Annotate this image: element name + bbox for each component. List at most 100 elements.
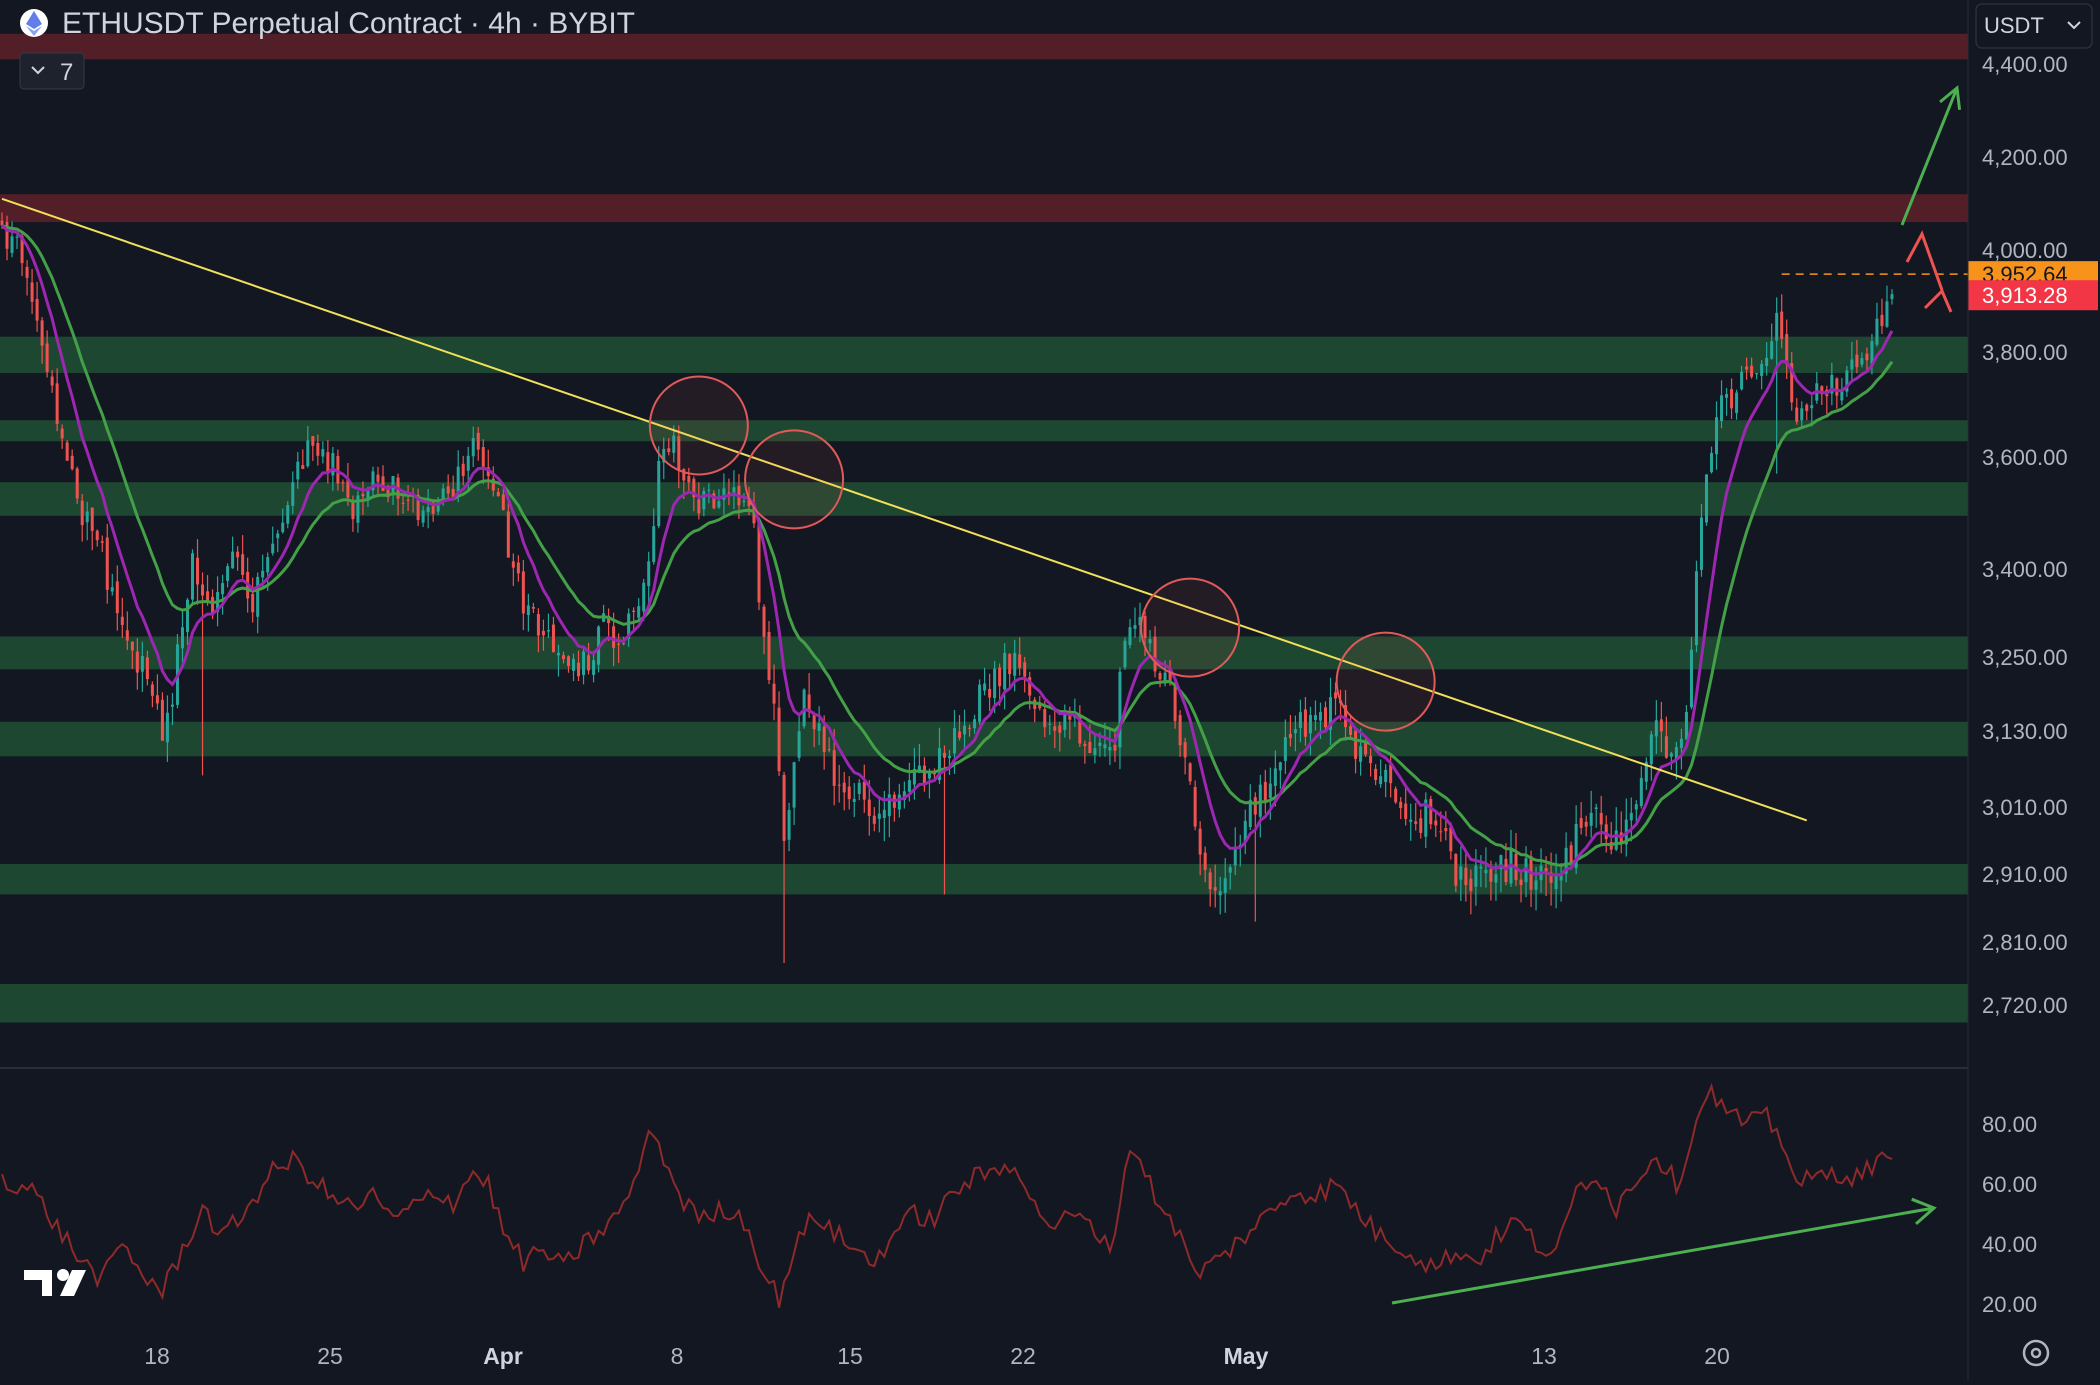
- candle-body: [491, 478, 495, 491]
- candle-body: [386, 486, 390, 498]
- candle-body: [506, 511, 510, 558]
- candle-body: [416, 494, 420, 520]
- candle-body: [1148, 639, 1152, 644]
- candle-body: [231, 551, 235, 569]
- candle-body: [1078, 714, 1082, 744]
- candle-body: [1499, 855, 1503, 870]
- candle-body: [1760, 363, 1764, 376]
- rejection-circle[interactable]: [744, 429, 845, 530]
- candle-body: [617, 643, 621, 645]
- candle-body: [1193, 786, 1197, 827]
- indicator-toggle-button[interactable]: [19, 52, 85, 90]
- price-axis[interactable]: 4,400.00 4,200.00 4,000.00 3,800.00 3,600.00…: [1968, 52, 2098, 1018]
- candle-body: [627, 613, 631, 639]
- rejection-circle[interactable]: [1140, 577, 1241, 678]
- candle-body: [1213, 887, 1217, 891]
- candle-body: [1374, 768, 1378, 780]
- candle-body: [125, 630, 129, 641]
- price-tick-label: 2,720.00: [1982, 993, 2068, 1018]
- candle-body: [1634, 804, 1638, 810]
- rejection-circle[interactable]: [1335, 631, 1436, 732]
- candle-body: [1704, 474, 1709, 523]
- candle-body: [963, 725, 967, 735]
- candle-body: [10, 236, 14, 253]
- candle-body: [1113, 744, 1117, 751]
- candle-body: [271, 543, 275, 554]
- candle-body: [572, 658, 576, 671]
- indicator-toggle[interactable]: 7: [19, 52, 85, 90]
- candle-body: [556, 652, 560, 656]
- candle-body: [1599, 812, 1603, 825]
- candle-body: [1549, 872, 1553, 883]
- gear-icon[interactable]: [2022, 1339, 2050, 1367]
- candle-body: [1223, 878, 1227, 893]
- candle-body: [722, 488, 726, 500]
- candle-body: [787, 810, 791, 840]
- candle-body: [1103, 744, 1107, 749]
- candle-body: [887, 794, 891, 817]
- candle-body: [1409, 819, 1413, 822]
- candle-body: [546, 630, 550, 632]
- candle-body: [1329, 697, 1333, 730]
- currency-select-box[interactable]: [1975, 3, 2093, 49]
- candle-body: [1379, 776, 1383, 785]
- candle-body: [311, 436, 315, 446]
- candle-body: [1880, 314, 1884, 327]
- logo-part-dot: [57, 1269, 69, 1281]
- candle-body: [1534, 880, 1538, 890]
- candle-body: [1544, 868, 1548, 874]
- candle-body: [1313, 715, 1317, 721]
- candle-body: [1253, 797, 1257, 815]
- candle-body: [155, 695, 159, 704]
- candle-body: [1890, 294, 1894, 299]
- candle-body: [717, 501, 721, 508]
- candle-body: [75, 468, 79, 499]
- candle-body: [1273, 768, 1277, 786]
- candle-body: [281, 522, 285, 533]
- rejection-circle[interactable]: [648, 375, 749, 476]
- candle-body: [1394, 788, 1398, 803]
- candle-body: [1063, 711, 1067, 730]
- candle-body: [95, 530, 99, 541]
- symbol-title[interactable]: ETHUSDT Perpetual Contract · 4h · BYBIT: [62, 7, 635, 40]
- breakout-arrow[interactable]: [1900, 87, 1959, 226]
- candle-body: [1604, 824, 1608, 840]
- candle-body: [937, 748, 941, 781]
- candle-body: [622, 643, 626, 645]
- candle-body: [847, 786, 851, 800]
- candle-body: [110, 587, 114, 592]
- candle-body: [1694, 571, 1698, 646]
- candle-body: [206, 591, 210, 601]
- candle-body: [1810, 405, 1814, 409]
- candle-body: [1334, 692, 1338, 699]
- candle-body: [1419, 818, 1423, 833]
- candle-body: [361, 493, 365, 497]
- candle-body: [1404, 803, 1408, 819]
- candle-body: [541, 630, 545, 636]
- rejection-arrow[interactable]: [1905, 230, 1944, 291]
- currency-select-value: USDT: [1984, 13, 2044, 38]
- candle-body: [1293, 729, 1297, 734]
- candle-body: [471, 438, 475, 457]
- candle-body: [1629, 812, 1633, 821]
- candle-body: [165, 712, 169, 743]
- candle-body: [1188, 763, 1192, 782]
- price-tick-label: 3,010.00: [1982, 795, 2068, 820]
- currency-select[interactable]: USDT: [1975, 3, 2093, 49]
- logo-part-v: [60, 1270, 86, 1296]
- candle-body: [1288, 733, 1292, 739]
- trendline[interactable]: [1, 197, 1808, 822]
- candle-body: [1710, 452, 1714, 473]
- time-axis[interactable]: 18 25 Apr 8 15 22 May 13 20: [144, 1343, 1730, 1369]
- candle-body: [1765, 357, 1769, 366]
- rsi-trend-arrow-head: [1911, 1197, 1937, 1226]
- candle-body: [1018, 654, 1022, 668]
- tradingview-logo-icon[interactable]: [24, 1269, 86, 1296]
- candle-body: [1364, 742, 1368, 755]
- rsi-trend-arrow[interactable]: [1391, 1206, 1935, 1305]
- candle-body: [446, 486, 450, 494]
- last-price-label: 3,913.28: [1982, 283, 2068, 308]
- candle-body: [266, 557, 270, 573]
